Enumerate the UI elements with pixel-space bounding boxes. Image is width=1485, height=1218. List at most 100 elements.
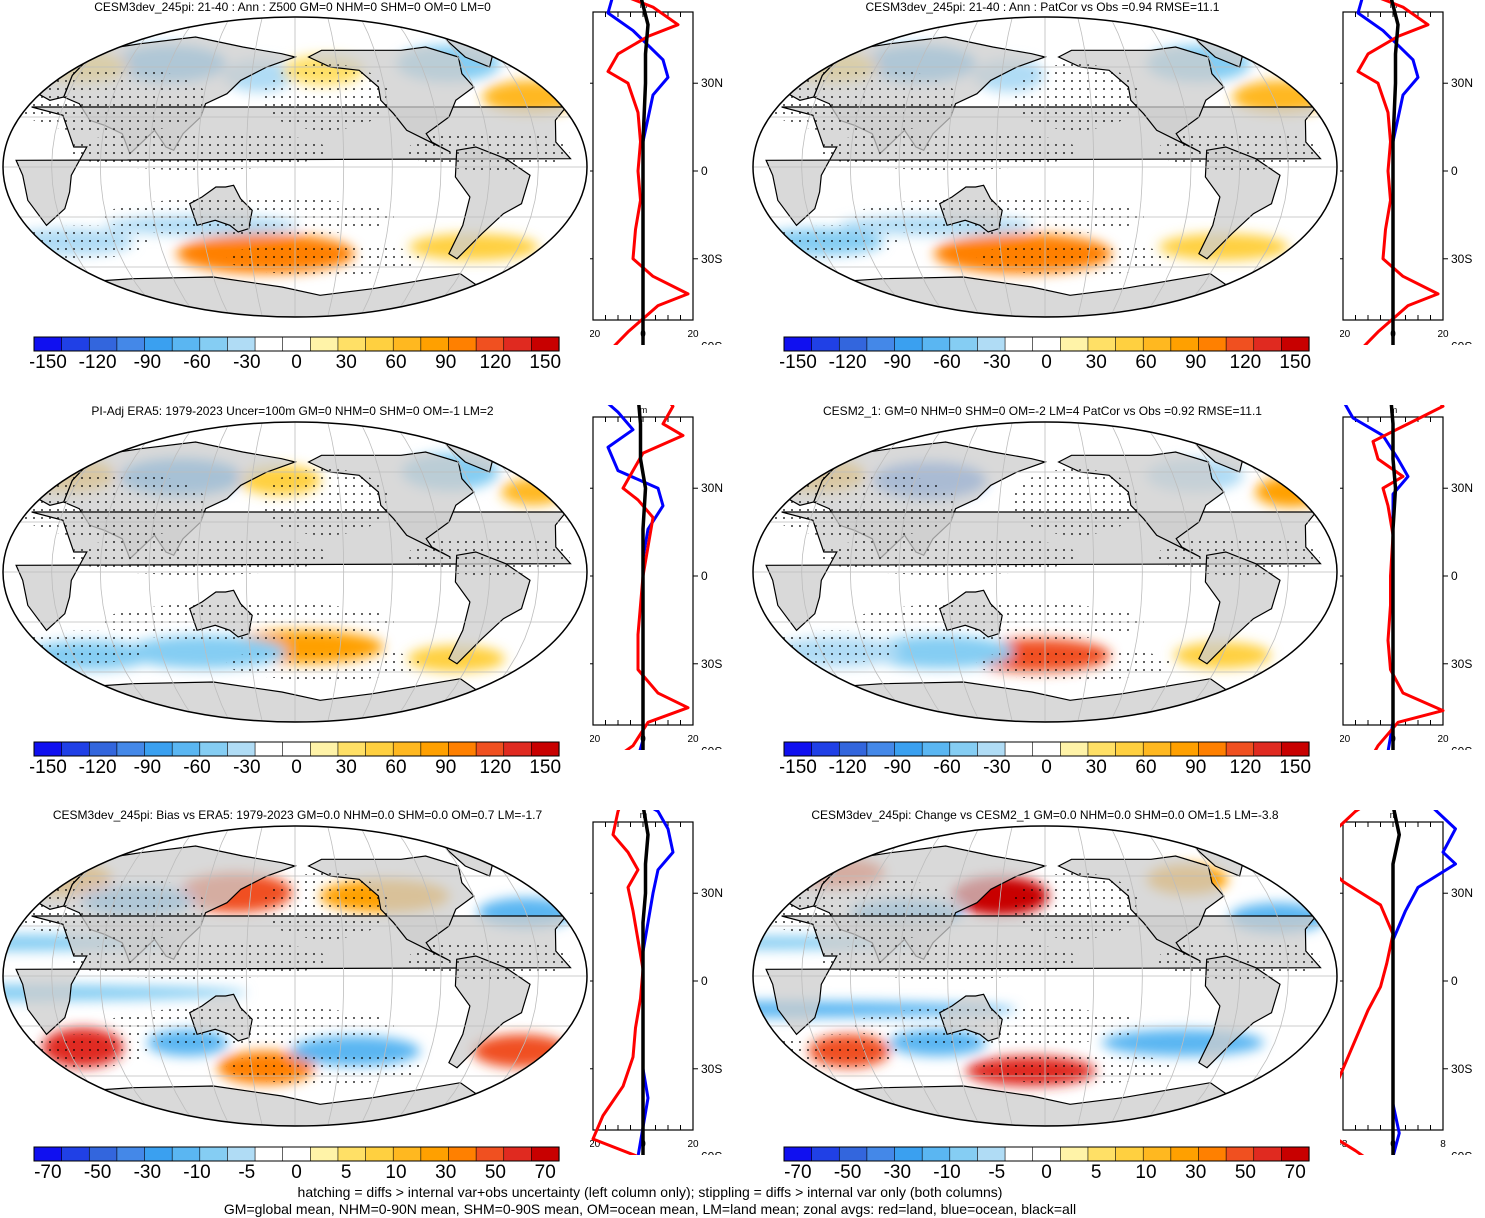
colorbar-swatch bbox=[838, 1146, 868, 1162]
meridian-line bbox=[359, 826, 393, 1126]
meridian-line bbox=[457, 422, 539, 722]
colorbar-swatch bbox=[1004, 741, 1034, 757]
meridian-line bbox=[995, 17, 1013, 317]
colorbar-swatch bbox=[199, 336, 229, 352]
stippling bbox=[769, 225, 899, 259]
colorbar-swatch bbox=[1225, 336, 1255, 352]
colorbar-label: -30 bbox=[233, 352, 260, 373]
colorbar-swatch bbox=[866, 336, 896, 352]
world-map bbox=[2, 825, 588, 1127]
colorbar-label: 60 bbox=[1135, 352, 1156, 373]
x-axis-label: -20 bbox=[590, 734, 601, 745]
map-border bbox=[752, 825, 1338, 1127]
x-axis-label: 20 bbox=[1437, 734, 1449, 745]
zonal-land-series bbox=[1371, 405, 1445, 750]
colorbar-label: 60 bbox=[385, 757, 406, 778]
zonal-all-series bbox=[1389, 0, 1400, 345]
colorbar-swatch bbox=[531, 336, 560, 352]
colorbar-swatch bbox=[1032, 336, 1061, 352]
colorbar-swatch bbox=[1253, 741, 1282, 757]
colorbar-swatch bbox=[1198, 1146, 1227, 1162]
meridian-line bbox=[148, 17, 198, 317]
colorbar-frame bbox=[33, 336, 560, 352]
colorbar-swatch bbox=[33, 741, 63, 757]
colorbar-label: -10 bbox=[183, 1162, 210, 1183]
x-axis-label: -20 bbox=[1340, 734, 1351, 745]
colorbar-label: 30 bbox=[336, 757, 357, 778]
stippling bbox=[976, 1051, 1172, 1085]
colorbar-swatch bbox=[448, 741, 477, 757]
lat-label: 30S bbox=[701, 252, 722, 266]
meridian-line bbox=[898, 422, 948, 722]
colorbar-label: 10 bbox=[385, 1162, 406, 1183]
lat-label: 60S bbox=[701, 1150, 722, 1155]
colorbar-swatch bbox=[1253, 1146, 1282, 1162]
meridian-line bbox=[99, 17, 165, 317]
colorbar-swatch bbox=[1115, 741, 1144, 757]
colorbar-swatch bbox=[310, 741, 339, 757]
colorbar-label: -60 bbox=[933, 757, 960, 778]
colorbar-label: 90 bbox=[435, 352, 456, 373]
lat-label: 30S bbox=[1451, 252, 1472, 266]
x-axis-label: 20 bbox=[1437, 329, 1449, 340]
colorbar-swatch bbox=[503, 1146, 532, 1162]
stippling bbox=[19, 225, 149, 259]
colorbar-label: -60 bbox=[933, 352, 960, 373]
colorbar-label: -30 bbox=[983, 352, 1010, 373]
panel-title: CESM3dev_245pi: 21-40 : Ann : Z500 GM=0 … bbox=[94, 0, 491, 14]
colorbar-swatch bbox=[1004, 1146, 1034, 1162]
colorbar-label: -30 bbox=[233, 757, 260, 778]
colorbar-label: 50 bbox=[485, 1162, 506, 1183]
colorbar-label: -90 bbox=[884, 757, 911, 778]
stippling bbox=[226, 1051, 422, 1085]
meridian-line bbox=[425, 826, 491, 1126]
colorbar-swatch bbox=[1115, 336, 1144, 352]
meridian-line bbox=[1175, 422, 1241, 722]
colorbar-label: 30 bbox=[1185, 1162, 1206, 1183]
lat-label: 0 bbox=[701, 164, 708, 178]
stippling bbox=[226, 242, 422, 276]
colorbar-frame bbox=[33, 741, 560, 757]
map-border bbox=[2, 825, 588, 1127]
meridian-line bbox=[148, 422, 198, 722]
colorbar-swatch bbox=[144, 1146, 173, 1162]
lat-label: 0 bbox=[1451, 974, 1458, 988]
colorbar-swatch bbox=[977, 1146, 1006, 1162]
colorbar: -70 -50 -30 -10 -5 0 5 10 30 50 70 bbox=[33, 1146, 560, 1183]
zonal-all-series bbox=[1391, 810, 1401, 1155]
panel-title: CESM3dev_245pi: 21-40 : Ann : PatCor vs … bbox=[865, 0, 1220, 14]
footer-note-2: GM=global mean, NHM=0-90N mean, SHM=0-90… bbox=[223, 1201, 1077, 1217]
colorbar-swatch bbox=[921, 336, 951, 352]
colorbar-swatch bbox=[1060, 336, 1089, 352]
colorbar-swatch bbox=[475, 1146, 505, 1162]
colorbar-label: 0 bbox=[1041, 757, 1052, 778]
stippling bbox=[976, 242, 1172, 276]
meridian-line bbox=[1077, 826, 1095, 1126]
colorbar-label: 10 bbox=[1135, 1162, 1156, 1183]
colorbar-swatch bbox=[1087, 1146, 1117, 1162]
lat-label: 60N bbox=[1451, 0, 1473, 2]
colorbar-swatch bbox=[783, 336, 813, 352]
anomaly-blob bbox=[500, 478, 566, 506]
colorbar-label: -70 bbox=[34, 1162, 61, 1183]
meridian-line bbox=[99, 826, 165, 1126]
meridian-line bbox=[51, 17, 133, 317]
colorbar-swatch bbox=[1142, 336, 1172, 352]
colorbar-label: 60 bbox=[1135, 757, 1156, 778]
meridian-line bbox=[898, 17, 948, 317]
colorbar-swatch bbox=[921, 741, 951, 757]
colorbar-label: 120 bbox=[480, 352, 512, 373]
lat-label: 0 bbox=[1451, 569, 1458, 583]
colorbar-swatch bbox=[1087, 336, 1117, 352]
lat-label: 30S bbox=[701, 1062, 722, 1076]
world-map bbox=[752, 825, 1338, 1127]
meridian-line bbox=[801, 17, 883, 317]
colorbar-frame bbox=[33, 1146, 560, 1162]
colorbar-swatch bbox=[949, 741, 979, 757]
colorbar-label: 30 bbox=[1086, 352, 1107, 373]
colorbar-label: -30 bbox=[884, 1162, 911, 1183]
stippling bbox=[1010, 63, 1141, 131]
stippling bbox=[19, 630, 149, 664]
colorbar-swatch bbox=[33, 336, 63, 352]
